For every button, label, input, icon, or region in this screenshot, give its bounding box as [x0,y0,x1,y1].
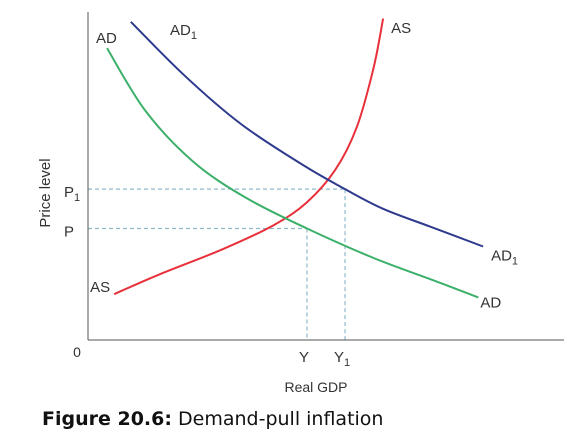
curve-ad1 [130,21,484,248]
curve-label-ad-bottom: AD [480,294,501,311]
y-axis-label: Price level [37,158,54,227]
series-layer [106,18,484,299]
curve-as [113,18,385,296]
axes [87,12,564,341]
caption-label: Figure 20.6: [42,408,172,430]
origin-label: 0 [73,344,81,360]
y-tick-label-0: P [64,223,74,240]
curve-label-as-bottom: AS [90,279,110,296]
tick-labels: Y P Y1 P1 [64,184,350,369]
guide-lines [88,188,346,340]
curve-label-as-top: AS [391,20,411,37]
x-axis-label: Real GDP [284,379,347,395]
y-tick-label-1: P1 [64,184,80,204]
series-labels: AS AS AD AD AD1 AD1 [90,20,518,311]
x-tick-label-1: Y1 [334,349,350,369]
caption-text: Demand-pull inflation [178,408,384,430]
x-tick-label-0: Y [299,349,309,366]
figure-caption: Figure 20.6: Demand-pull inflation [42,408,383,430]
curve-ad [106,47,479,299]
curve-label-ad1-bottom: AD1 [491,248,518,268]
curve-label-ad1-top: AD1 [170,22,197,42]
curve-label-ad-top: AD [96,30,117,47]
